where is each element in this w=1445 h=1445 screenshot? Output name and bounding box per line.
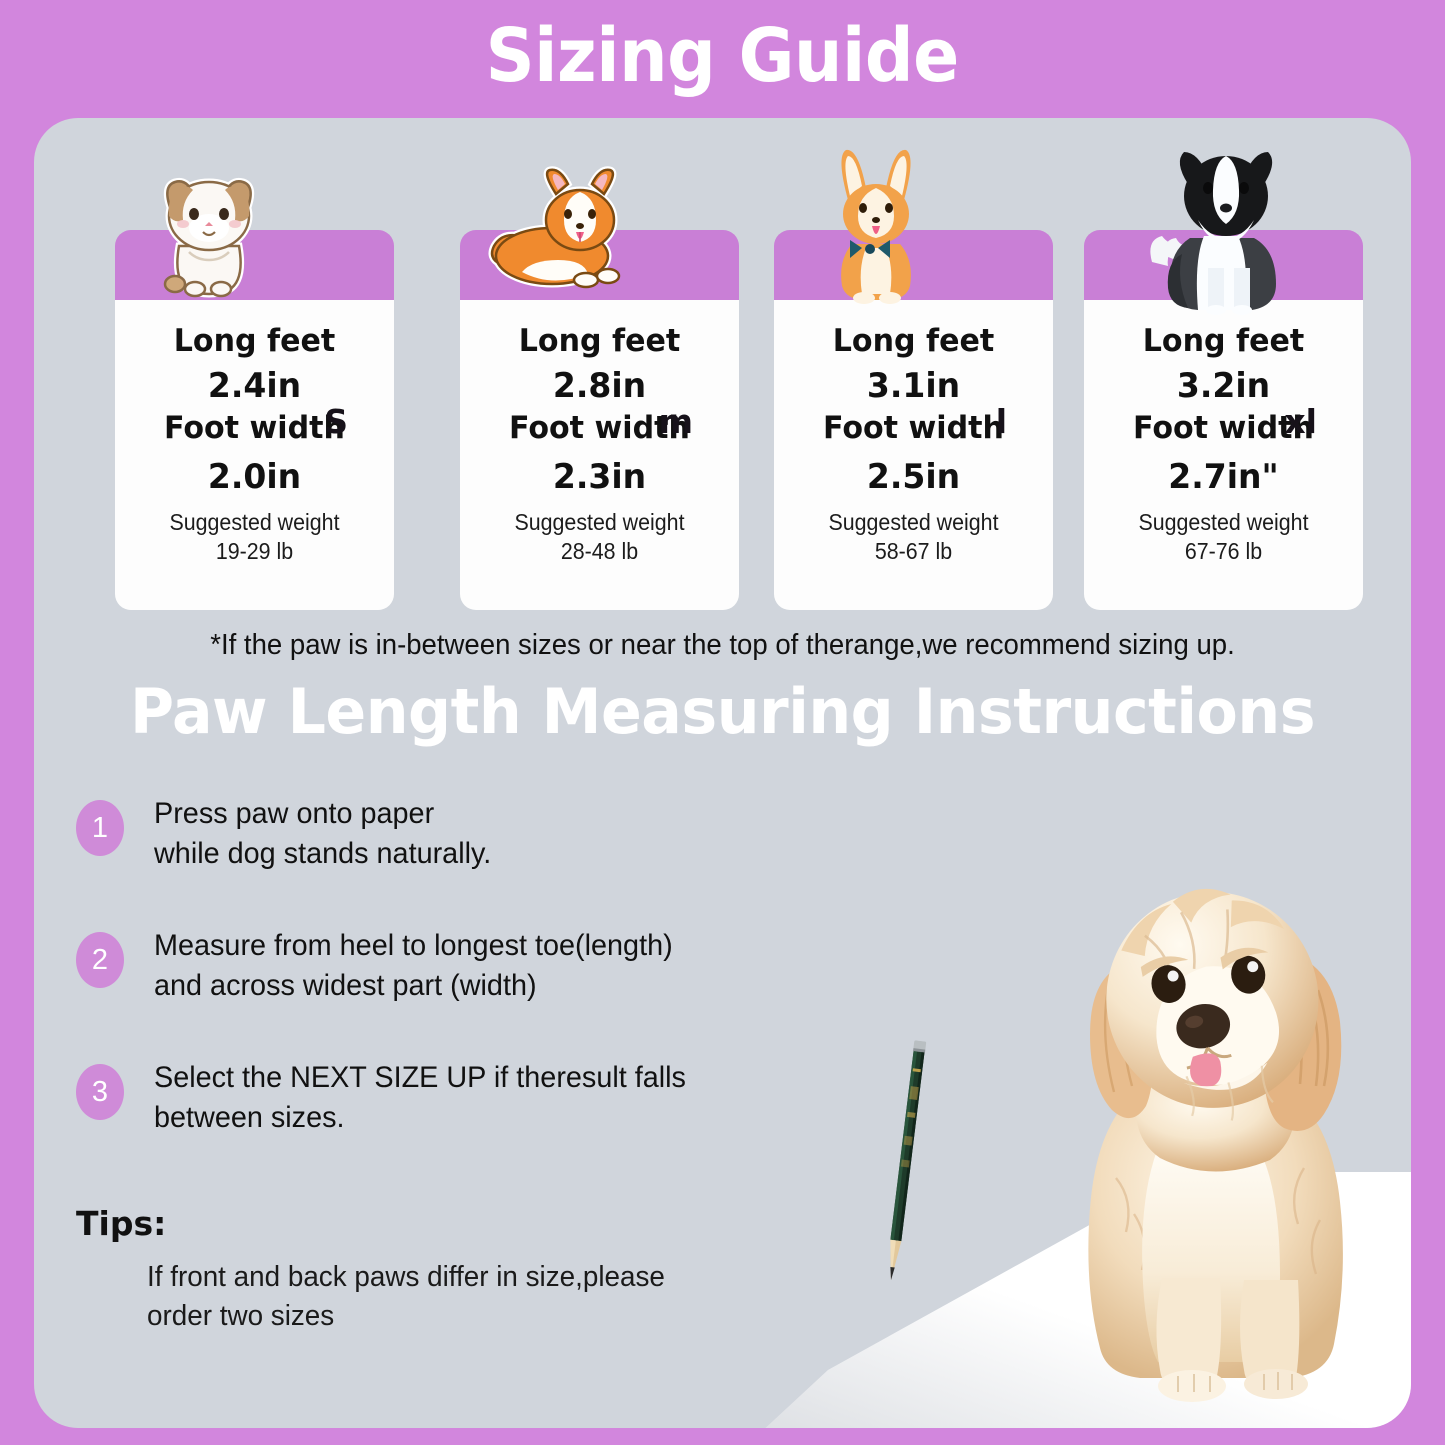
step-badge: 3 xyxy=(76,1064,124,1120)
measuring-photo xyxy=(744,718,1411,1428)
width-value: 2.5in xyxy=(866,457,961,497)
green-pencil-icon xyxy=(881,1040,930,1292)
instructions-heading: Paw Length Measuring Instructions xyxy=(129,675,1316,748)
weight-label: Suggested weight xyxy=(1138,509,1309,535)
weight-label: Suggested weight xyxy=(169,509,340,535)
size-card-body: Long feet 2.4in Foot width 2.0in Suggest… xyxy=(115,300,394,610)
size-card-header xyxy=(115,230,394,300)
width-value: 2.3in xyxy=(552,457,647,497)
weight-range: 19-29 lb xyxy=(215,537,294,564)
size-card-label: m xyxy=(658,402,693,442)
size-card-label: S xyxy=(324,402,348,442)
sizing-footnote: *If the paw is in-between sizes or near … xyxy=(210,629,1235,661)
size-card-header xyxy=(1084,230,1363,300)
content-panel: S xyxy=(34,118,1411,1428)
instruction-steps: 1 Press paw onto paper while dog stands … xyxy=(76,794,796,1190)
step-text: Measure from heel to longest toe(length)… xyxy=(154,929,673,1002)
size-card-body: Long feet 2.8in Foot width 2.3in Suggest… xyxy=(460,300,739,610)
list-item: 3 Select the NEXT SIZE UP if theresult f… xyxy=(76,1058,796,1190)
size-card-body: Long feet 3.1in Foot width 2.5in Suggest… xyxy=(774,300,1053,610)
length-value: 3.2in xyxy=(1176,366,1271,406)
weight-range: 67-76 lb xyxy=(1184,537,1263,564)
tips-body: If front and back paws differ in size,pl… xyxy=(147,1261,665,1333)
weight-label: Suggested weight xyxy=(828,509,999,535)
weight-range: 58-67 lb xyxy=(874,537,953,564)
width-value: 2.0in xyxy=(207,457,302,497)
length-value: 2.4in xyxy=(207,366,302,406)
width-label: Foot width xyxy=(1133,410,1314,446)
size-card-xl[interactable]: xl xyxy=(1084,152,1363,610)
length-label: Long feet xyxy=(832,323,995,359)
list-item: 1 Press paw onto paper while dog stands … xyxy=(76,794,796,926)
page-title: Sizing Guide xyxy=(485,13,960,99)
fluffy-cream-puppy-photo xyxy=(1012,848,1411,1408)
list-item: 2 Measure from heel to longest toe(lengt… xyxy=(76,926,796,1058)
length-label: Long feet xyxy=(518,323,681,359)
size-card-s[interactable]: S xyxy=(115,177,394,610)
length-value: 3.1in xyxy=(866,366,961,406)
length-label: Long feet xyxy=(173,323,336,359)
size-card-header xyxy=(460,230,739,300)
tips-title: Tips: xyxy=(76,1204,167,1243)
size-card-m[interactable]: m xyxy=(460,166,739,610)
length-label: Long feet xyxy=(1142,323,1305,359)
weight-label: Suggested weight xyxy=(514,509,685,535)
size-card-body: Long feet 3.2in Foot width 2.7in" Sugges… xyxy=(1084,300,1363,610)
title-banner: Sizing Guide xyxy=(0,0,1445,112)
step-text: Select the NEXT SIZE UP if theresult fal… xyxy=(154,1061,686,1134)
size-card-l[interactable]: l xyxy=(774,149,1053,610)
weight-range: 28-48 lb xyxy=(560,537,639,564)
size-card-label: l xyxy=(995,402,1007,442)
step-badge: 1 xyxy=(76,800,124,856)
step-badge: 2 xyxy=(76,932,124,988)
width-label: Foot width xyxy=(509,410,690,446)
length-value: 2.8in xyxy=(552,366,647,406)
size-card-header xyxy=(774,230,1053,300)
width-label: Foot width xyxy=(164,410,345,446)
width-value: 2.7in" xyxy=(1168,457,1279,497)
size-card-label: xl xyxy=(1284,402,1317,442)
step-text: Press paw onto paper while dog stands na… xyxy=(154,797,492,870)
width-label: Foot width xyxy=(823,410,1004,446)
